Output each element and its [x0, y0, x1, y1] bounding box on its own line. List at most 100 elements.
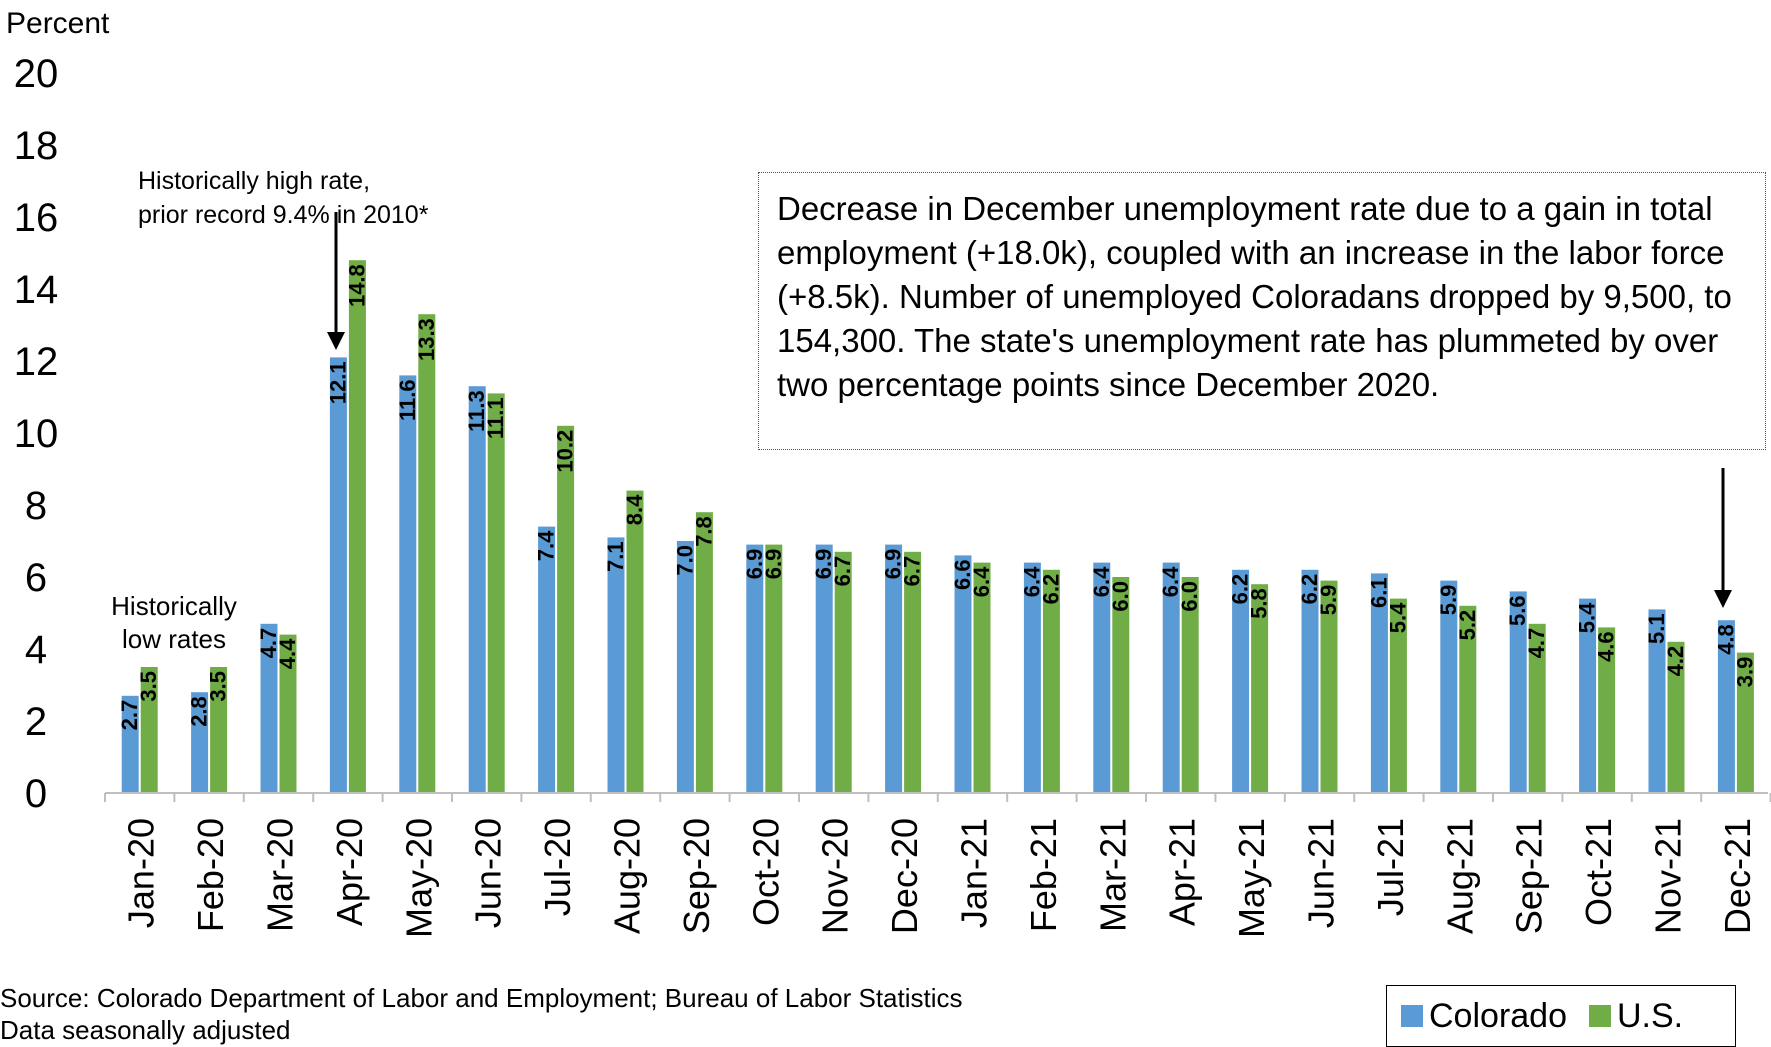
- bar-label-us: 7.8: [691, 516, 716, 547]
- bar-us: [1042, 569, 1060, 793]
- arrow-april: [327, 212, 345, 350]
- bar-us: [1181, 577, 1199, 793]
- x-tick-label: Dec-21: [1717, 818, 1758, 934]
- legend: Colorado U.S.: [1386, 985, 1736, 1047]
- bar-label-us: 3.5: [206, 671, 231, 702]
- legend-item-colorado: Colorado: [1401, 997, 1567, 1036]
- bar-label-colorado: 6.4: [1158, 566, 1183, 597]
- bar-label-us: 6.7: [900, 556, 925, 587]
- bar-us: [626, 490, 644, 793]
- bar-label-us: 3.9: [1732, 657, 1757, 688]
- bar-us: [904, 551, 922, 793]
- y-axis: 0 2 4 6 8 10 12 14 16 18 20: [14, 52, 59, 816]
- bar-colorado: [399, 375, 417, 793]
- bar-us: [1667, 641, 1685, 793]
- bar-us: [1389, 598, 1407, 793]
- bar-us: [834, 551, 852, 793]
- y-tick-label: 6: [25, 556, 47, 600]
- bar-label-us: 5.4: [1385, 602, 1410, 633]
- bar-colorado: [676, 541, 694, 793]
- bar-label-colorado: 6.9: [881, 549, 906, 580]
- bar-label-colorado: 2.7: [117, 700, 142, 731]
- x-tick-label: Jul-21: [1370, 818, 1411, 916]
- bar-label-us: 5.2: [1455, 610, 1480, 641]
- x-tick-label: Jun-20: [468, 818, 509, 928]
- bar-label-us: 6.0: [1177, 581, 1202, 612]
- y-tick-label: 20: [14, 52, 59, 96]
- bar-label-colorado: 6.9: [742, 549, 767, 580]
- bar-label-colorado: 6.2: [1228, 574, 1253, 605]
- bar-colorado: [607, 537, 625, 793]
- y-tick-label: 2: [25, 700, 47, 744]
- bar-label-colorado: 11.6: [395, 379, 420, 421]
- bar-label-colorado: 4.7: [256, 628, 281, 659]
- bar-colorado: [954, 555, 972, 793]
- x-tick-label: Mar-20: [260, 818, 301, 932]
- x-tick-label: Dec-20: [884, 818, 925, 934]
- bar-colorado: [1509, 591, 1527, 793]
- bar-label-us: 14.8: [344, 264, 369, 307]
- legend-item-us: U.S.: [1588, 996, 1684, 1036]
- x-tick-label: Aug-21: [1439, 818, 1480, 934]
- bar-label-us: 3.5: [136, 671, 161, 702]
- bar-colorado: [1370, 573, 1388, 793]
- bar-label-us: 4.6: [1594, 631, 1619, 662]
- bar-label-colorado: 5.1: [1644, 613, 1669, 644]
- bar-label-colorado: 5.9: [1436, 585, 1461, 616]
- x-tick-label: Oct-21: [1578, 818, 1619, 926]
- x-tick-label: Mar-21: [1092, 818, 1133, 932]
- bar-label-us: 13.3: [414, 318, 439, 361]
- bar-label-us: 5.9: [1316, 585, 1341, 616]
- bar-colorado: [121, 695, 139, 793]
- bar-label-colorado: 11.3: [464, 390, 489, 432]
- bar-us: [973, 562, 991, 793]
- bar-colorado: [1232, 569, 1250, 793]
- bar-label-colorado: 2.8: [187, 696, 212, 727]
- bar-us: [348, 260, 366, 793]
- annotation-december-note: Decrease in December unemployment rate d…: [758, 172, 1766, 450]
- bar-colorado: [1440, 580, 1458, 793]
- bar-label-colorado: 5.4: [1575, 602, 1600, 633]
- x-tick-label: Sep-21: [1509, 818, 1550, 934]
- bar-label-colorado: 6.2: [1297, 574, 1322, 605]
- bar-label-colorado: 7.1: [603, 541, 628, 572]
- legend-label-us: U.S.: [1616, 996, 1684, 1035]
- x-tick-label: May-21: [1231, 818, 1272, 938]
- bar-label-us: 6.9: [761, 549, 786, 580]
- bar-label-colorado: 6.4: [1089, 566, 1114, 597]
- x-tick-label: Aug-20: [607, 818, 648, 934]
- bar-colorado: [1023, 562, 1041, 793]
- bar-label-colorado: 6.1: [1366, 577, 1391, 608]
- bar-colorado: [1648, 609, 1666, 793]
- source-note: Source: Colorado Department of Labor and…: [0, 983, 963, 1045]
- x-tick-label: Apr-21: [1162, 818, 1203, 926]
- x-tick-label: Oct-20: [745, 818, 786, 926]
- bar-us: [765, 544, 783, 793]
- bar-us: [1736, 652, 1754, 793]
- bar-colorado: [191, 692, 209, 793]
- bar-colorado: [1717, 620, 1735, 793]
- annotation-low-rates: Historically low rates: [111, 591, 237, 654]
- bar-label-colorado: 4.8: [1713, 624, 1738, 655]
- bar-colorado: [1301, 569, 1319, 793]
- bar-colorado: [329, 357, 347, 793]
- bar-us: [1251, 584, 1269, 793]
- bar-label-us: 6.7: [830, 556, 855, 587]
- bar-colorado: [538, 526, 556, 793]
- bars: [121, 260, 1754, 793]
- bar-label-colorado: 6.9: [811, 549, 836, 580]
- y-tick-label: 18: [14, 124, 59, 168]
- bar-us: [210, 667, 228, 793]
- bar-label-us: 6.4: [969, 566, 994, 597]
- bar-colorado: [260, 623, 278, 793]
- bar-label-us: 10.2: [553, 430, 578, 473]
- x-tick-label: Sep-20: [676, 818, 717, 934]
- x-tick-label: Jan-20: [121, 818, 162, 928]
- bar-labels: 2.73.52.83.54.74.412.114.811.613.311.311…: [117, 264, 1757, 730]
- y-tick-label: 10: [14, 412, 59, 456]
- bar-colorado: [468, 386, 486, 793]
- bar-label-colorado: 7.4: [534, 530, 559, 561]
- bar-colorado: [1579, 598, 1597, 793]
- x-tick-label: Feb-20: [190, 818, 231, 932]
